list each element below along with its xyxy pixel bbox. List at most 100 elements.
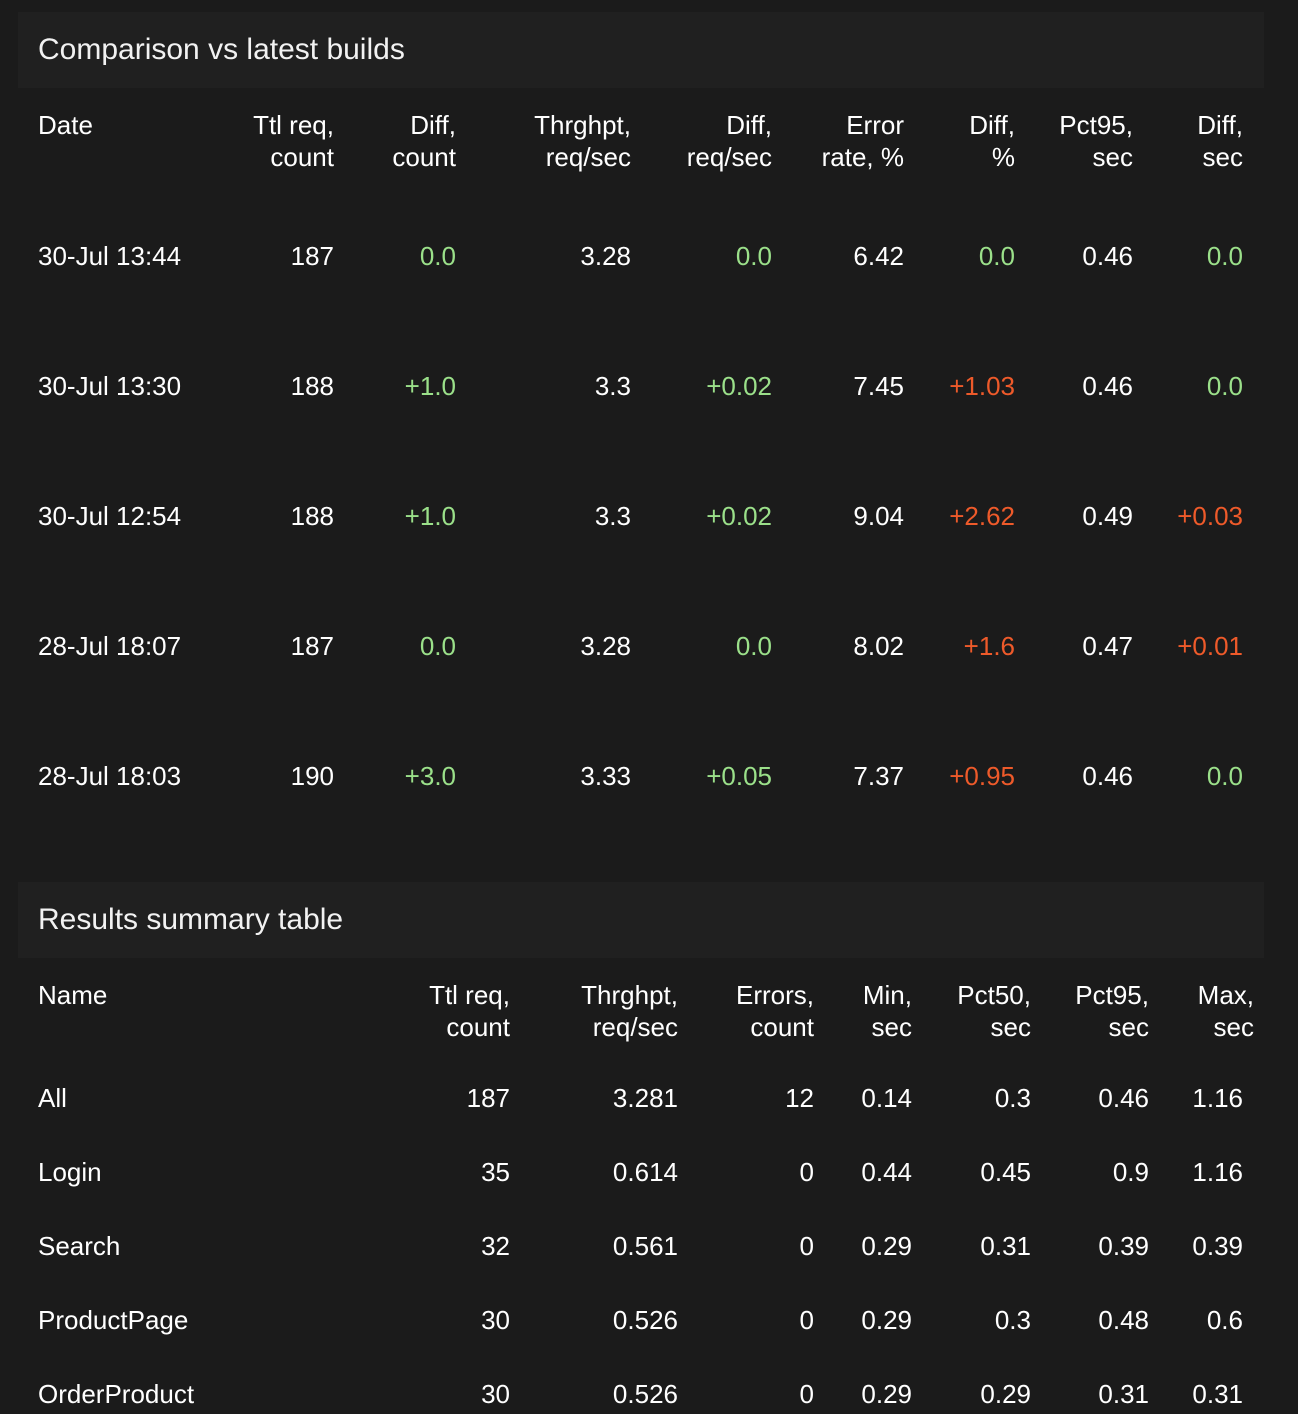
comparison-row-4-date: 28-Jul 18:03	[38, 761, 182, 791]
summary-row-4-pct50: 0.29	[980, 1379, 1031, 1409]
comparison-header-thr-line2: req/sec	[545, 142, 631, 172]
comparison-header-diff_thr: Diff,	[726, 110, 772, 140]
comparison-row-4-diff_thr: +0.05	[706, 761, 772, 791]
summary-row-4-name: OrderProduct	[38, 1379, 195, 1409]
comparison-row-0-diff_pct95: 0.0	[1206, 241, 1243, 271]
comparison-row-1-diff_pct95: 0.0	[1206, 371, 1243, 401]
comparison-header-thr: Thrghpt,	[534, 110, 631, 140]
summary-row-2-pct50: 0.31	[980, 1231, 1031, 1261]
comparison-row-2-date: 30-Jul 12:54	[38, 501, 182, 531]
comparison-row-3-err: 8.02	[853, 631, 904, 661]
summary-row-4-max: 0.31	[1192, 1379, 1243, 1409]
summary-row-0-max: 1.16	[1192, 1083, 1243, 1113]
summary-header-min: Min,	[862, 980, 912, 1010]
summary-row-0-thr: 3.281	[612, 1083, 678, 1113]
comparison-row-3-thr: 3.28	[580, 631, 631, 661]
comparison-row-2-diff_count: +1.0	[404, 501, 456, 531]
summary-header-errors-line2: count	[750, 1012, 814, 1042]
comparison-row-0-diff_thr: 0.0	[735, 241, 772, 271]
summary-row-0-name: All	[38, 1083, 67, 1113]
summary-row-0-pct50: 0.3	[994, 1083, 1031, 1113]
comparison-row-2-diff_pct95: +0.03	[1177, 501, 1243, 531]
summary-row-1-thr: 0.614	[612, 1157, 678, 1187]
summary-header-name: Name	[38, 980, 108, 1010]
summary-row-3-pct50: 0.3	[994, 1305, 1031, 1335]
summary-panel-title: Results summary table	[18, 882, 1264, 958]
comparison-row-3-diff_pct95: +0.01	[1177, 631, 1243, 661]
summary-header-pct50-line2: sec	[990, 1012, 1031, 1042]
summary-row-2-errors: 0	[799, 1231, 814, 1261]
summary-row-1-name: Login	[38, 1157, 102, 1187]
comparison-header-pct95: Pct95,	[1059, 110, 1133, 140]
comparison-row-2-err: 9.04	[853, 501, 904, 531]
comparison-row-4-thr: 3.33	[580, 761, 631, 791]
comparison-row-0-ttl: 187	[290, 241, 334, 271]
summary-row-1-min: 0.44	[861, 1157, 912, 1187]
comparison-header-diff_count: Diff,	[410, 110, 456, 140]
comparison-row-1-ttl: 188	[290, 371, 334, 401]
comparison-row-4-ttl: 190	[290, 761, 334, 791]
summary-header-thr-line2: req/sec	[592, 1012, 678, 1042]
comparison-row-0-pct95: 0.46	[1082, 241, 1133, 271]
summary-row-2-ttl: 32	[481, 1231, 510, 1261]
comparison-header-ttl-line2: count	[270, 142, 334, 172]
summary-row-3-thr: 0.526	[612, 1305, 678, 1335]
comparison-header-date: Date	[38, 110, 93, 140]
comparison-header-ttl: Ttl req,	[253, 110, 334, 140]
comparison-header-err: Error	[846, 110, 904, 140]
summary-row-2-pct95: 0.39	[1098, 1231, 1149, 1261]
comparison-panel-title: Comparison vs latest builds	[18, 12, 1264, 88]
summary-header-thr: Thrghpt,	[581, 980, 678, 1010]
summary-row-4-errors: 0	[799, 1379, 814, 1409]
summary-row-2-thr: 0.561	[612, 1231, 678, 1261]
comparison-header-pct95-line2: sec	[1092, 142, 1133, 172]
summary-row-4-min: 0.29	[861, 1379, 912, 1409]
summary-row-2-name: Search	[38, 1231, 121, 1261]
summary-row-1-errors: 0	[799, 1157, 814, 1187]
comparison-row-0-err: 6.42	[853, 241, 904, 271]
summary-row-3-name: ProductPage	[38, 1305, 189, 1335]
comparison-row-0-date: 30-Jul 13:44	[38, 241, 182, 271]
summary-row-4-pct95: 0.31	[1098, 1379, 1149, 1409]
summary-header-ttl: Ttl req,	[429, 980, 510, 1010]
summary-row-3-max: 0.6	[1206, 1305, 1243, 1335]
summary-header-ttl-line2: count	[446, 1012, 510, 1042]
comparison-row-3-pct95: 0.47	[1082, 631, 1133, 661]
summary-header-min-line2: sec	[871, 1012, 912, 1042]
summary-row-0-errors: 12	[785, 1083, 814, 1113]
summary-header-pct50: Pct50,	[957, 980, 1031, 1010]
comparison-header-diff_pct95: Diff,	[1197, 110, 1243, 140]
summary-header-errors: Errors,	[736, 980, 814, 1010]
summary-header-max: Max,	[1197, 980, 1254, 1010]
comparison-row-2-pct95: 0.49	[1082, 501, 1133, 531]
comparison-header-diff_thr-line2: req/sec	[686, 142, 772, 172]
summary-row-3-min: 0.29	[861, 1305, 912, 1335]
summary-row-1-max: 1.16	[1192, 1157, 1243, 1187]
comparison-row-2-ttl: 188	[290, 501, 334, 531]
comparison-row-2-thr: 3.3	[594, 501, 631, 531]
comparison-header-diff_err-line2: %	[991, 142, 1015, 172]
comparison-row-1-diff_thr: +0.02	[706, 371, 772, 401]
comparison-header-diff_count-line2: count	[392, 142, 456, 172]
summary-row-1-pct95: 0.9	[1112, 1157, 1149, 1187]
summary-row-2-max: 0.39	[1192, 1231, 1243, 1261]
comparison-row-3-diff_thr: 0.0	[735, 631, 772, 661]
summary-row-0-pct95: 0.46	[1098, 1083, 1149, 1113]
summary-row-2-min: 0.29	[861, 1231, 912, 1261]
summary-row-3-errors: 0	[799, 1305, 814, 1335]
summary-header-pct95-line2: sec	[1108, 1012, 1149, 1042]
comparison-row-1-pct95: 0.46	[1082, 371, 1133, 401]
comparison-row-1-diff_err: +1.03	[949, 371, 1015, 401]
comparison-header-diff_err: Diff,	[969, 110, 1015, 140]
comparison-row-2-diff_err: +2.62	[949, 501, 1015, 531]
comparison-row-4-diff_err: +0.95	[949, 761, 1015, 791]
comparison-row-3-diff_err: +1.6	[963, 631, 1015, 661]
comparison-row-4-pct95: 0.46	[1082, 761, 1133, 791]
comparison-row-3-diff_count: 0.0	[419, 631, 456, 661]
summary-row-4-ttl: 30	[481, 1379, 510, 1409]
summary-row-3-ttl: 30	[481, 1305, 510, 1335]
comparison-row-1-diff_count: +1.0	[404, 371, 456, 401]
comparison-header-err-line2: rate, %	[821, 142, 904, 172]
comparison-row-1-date: 30-Jul 13:30	[38, 371, 182, 401]
